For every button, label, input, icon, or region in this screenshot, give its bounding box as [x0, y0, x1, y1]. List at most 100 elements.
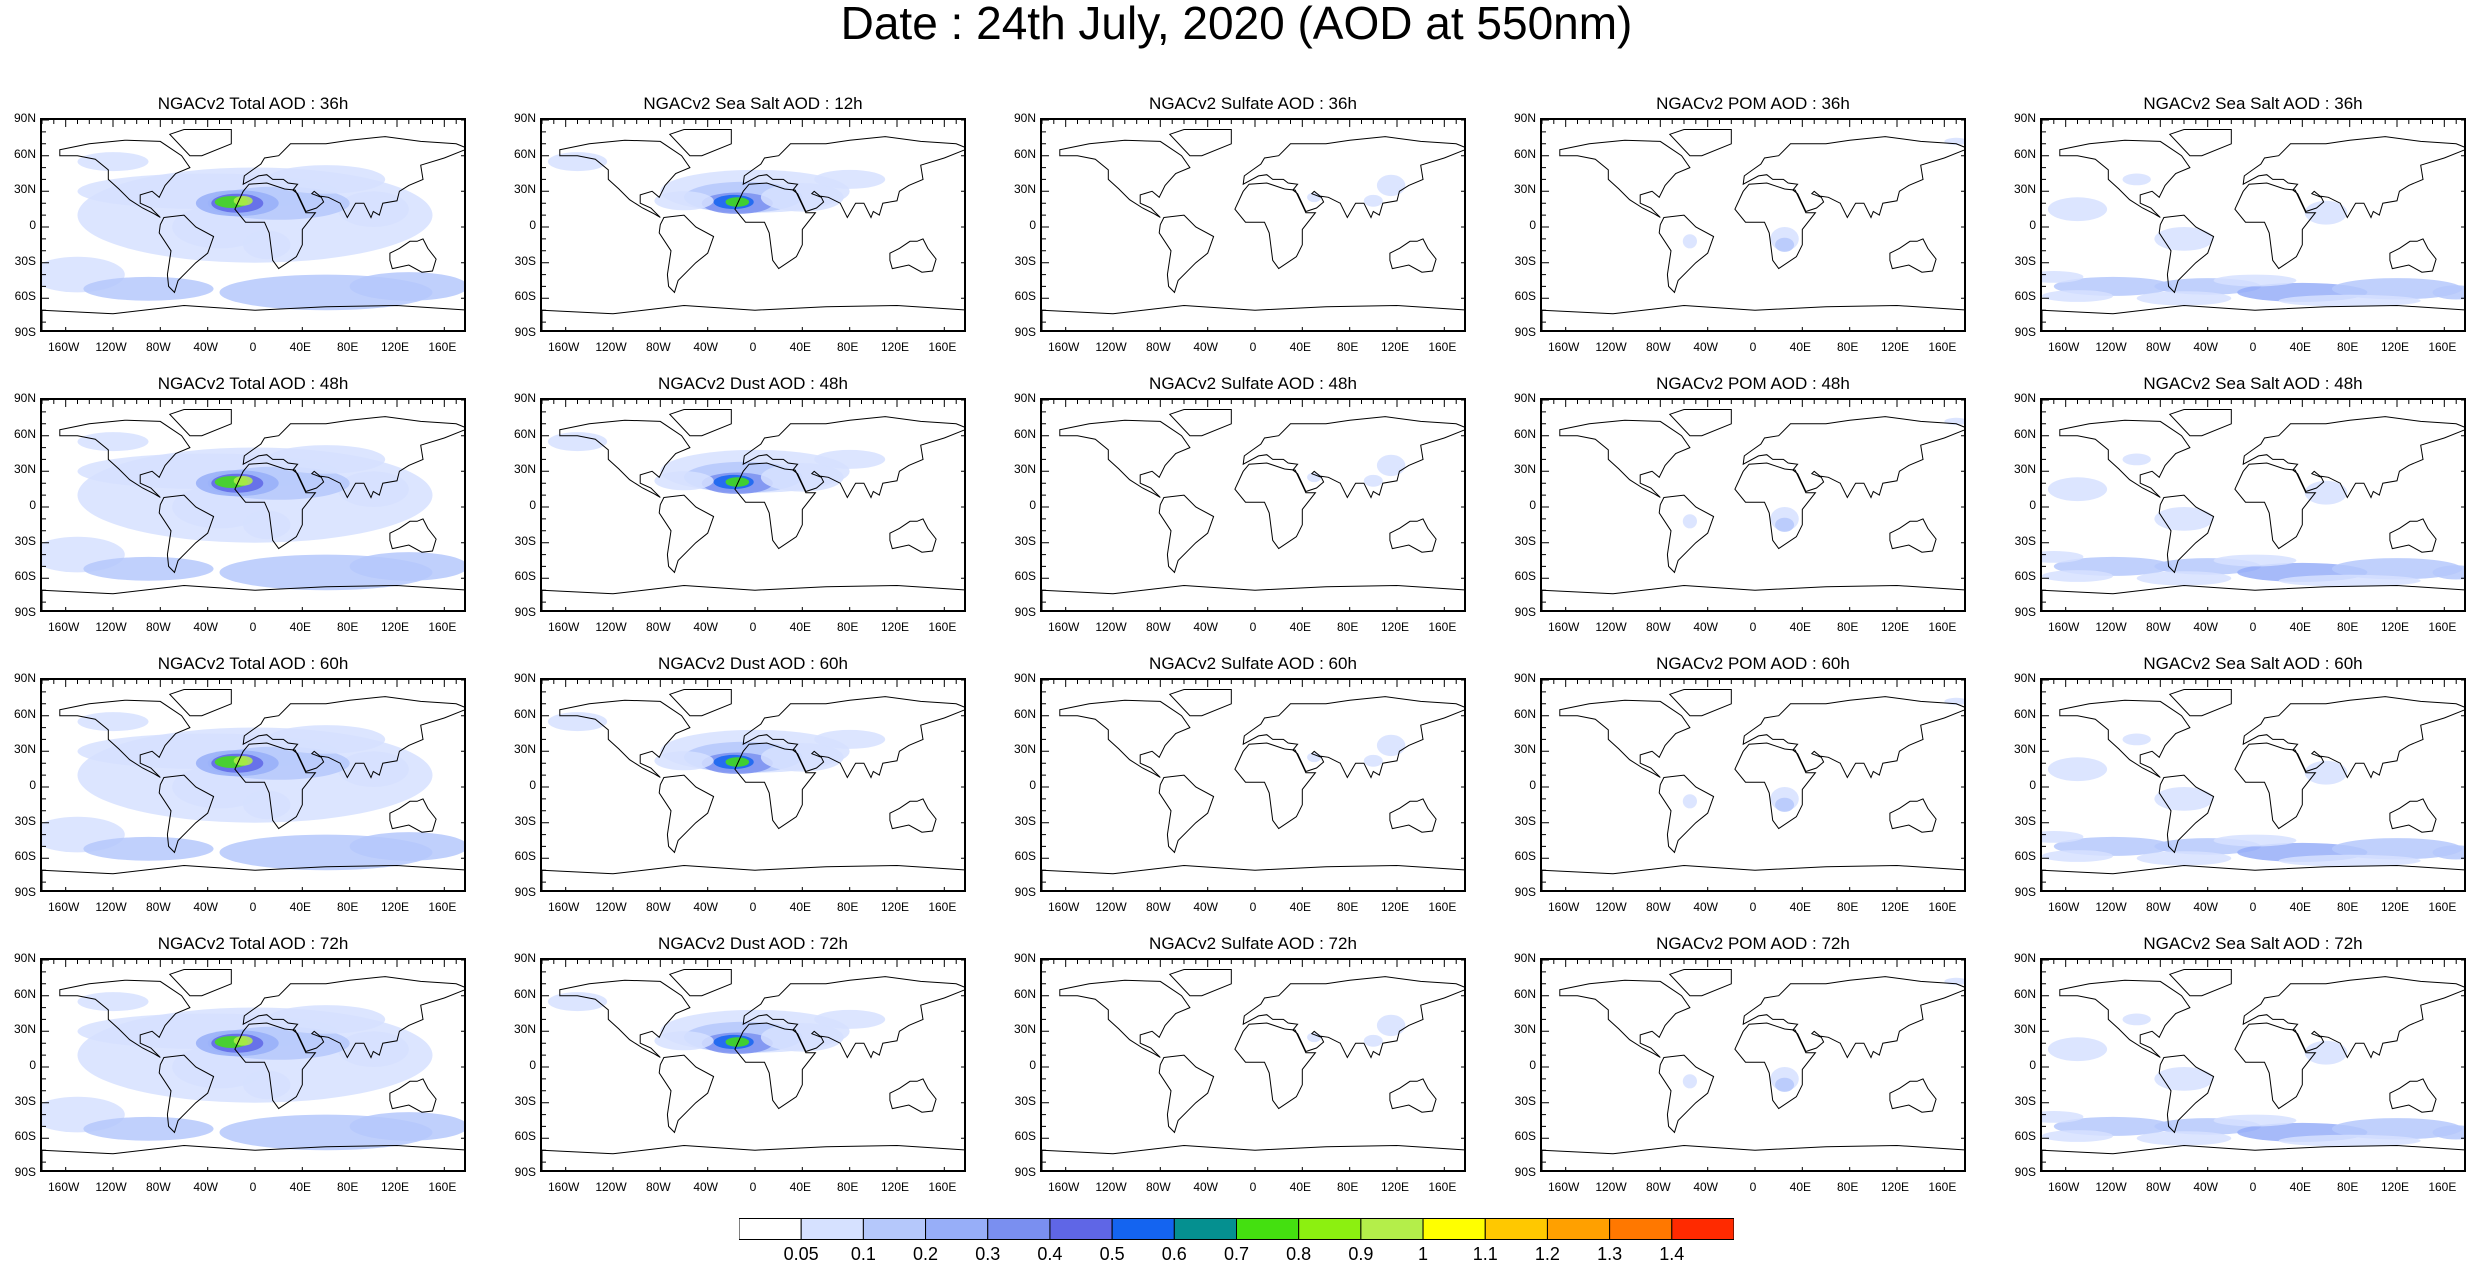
- lon-tick-label: 80W: [145, 620, 171, 634]
- coastline: [2042, 304, 2464, 330]
- aod-field-map: [1542, 120, 1964, 330]
- lon-tick-label: 40W: [1193, 1180, 1218, 1194]
- coastline: [2242, 136, 2464, 219]
- map-panel: [40, 678, 466, 892]
- lat-tick-label: 60N: [513, 986, 536, 1001]
- lon-tick-label: 120W: [95, 1180, 127, 1194]
- aod-contour: [233, 476, 253, 486]
- coastline: [1658, 494, 1715, 574]
- lat-tick-label: 60N: [2013, 706, 2036, 721]
- lon-tick-label: 40E: [2289, 900, 2311, 914]
- lon-tick-label: 40W: [1693, 620, 1718, 634]
- lon-tick-label: 80W: [145, 1180, 171, 1194]
- coastline: [2234, 742, 2317, 830]
- aod-contour: [2042, 850, 2113, 862]
- lat-tick-label: 30S: [14, 813, 36, 828]
- panel-title: NGACv2 POM AOD : 36h: [1656, 94, 1850, 113]
- aod-contour: [243, 510, 291, 540]
- coastline: [734, 1022, 817, 1110]
- lat-tick-label: 90N: [2013, 111, 2036, 125]
- lat-tick-label: 30S: [514, 253, 536, 268]
- lat-tick-label: 30S: [514, 1093, 536, 1108]
- aod-contour: [725, 477, 750, 487]
- lat-tick-label: 90S: [514, 1165, 536, 1179]
- lat-tick-label: 60N: [13, 146, 36, 161]
- tick-marks: [542, 960, 964, 1170]
- lat-tick-label: 60S: [1514, 289, 1536, 304]
- aod-contour: [2047, 757, 2108, 782]
- coastline: [242, 696, 464, 779]
- coastline: [2059, 699, 2191, 778]
- aod-contour: [2136, 1131, 2232, 1146]
- lon-tick-label: 120E: [2380, 1180, 2410, 1194]
- aod-contour: [2042, 570, 2113, 582]
- aod-contour: [1775, 517, 1795, 532]
- coastline: [1889, 238, 1937, 273]
- coastline: [59, 419, 191, 498]
- panel-title: NGACv2 Sulfate AOD : 36h: [1149, 94, 1357, 113]
- aod-contour: [2331, 558, 2463, 580]
- aod-contour: [2042, 831, 2084, 843]
- lon-tick-label: 120W: [595, 900, 627, 914]
- aod-contour: [760, 463, 844, 492]
- coastline: [2168, 409, 2232, 437]
- figure-title: Date : 24th July, 2020 (AOD at 550nm): [840, 0, 1633, 49]
- panel-title: NGACv2 POM AOD : 72h: [1656, 934, 1850, 953]
- aod-contour: [77, 432, 149, 452]
- lat-tick-label: 90S: [514, 605, 536, 619]
- coastline: [734, 462, 817, 550]
- lon-tick-label: 0: [249, 900, 257, 914]
- coastline: [1742, 416, 1964, 499]
- aod-contour: [243, 790, 291, 820]
- coastline: [42, 864, 464, 890]
- colorbar-swatch: [1484, 1218, 1548, 1240]
- tick-marks: [2042, 120, 2464, 330]
- panel-title: NGACv2 Total AOD : 36h: [157, 94, 349, 113]
- lat-tick-label: 60S: [1014, 849, 1036, 864]
- lon-tick-label: 40W: [193, 620, 218, 634]
- lon-tick-label: 80W: [1645, 620, 1671, 634]
- lat-tick-label: 30S: [1014, 813, 1036, 828]
- lat-tick-label: 30S: [1014, 533, 1036, 548]
- lon-tick-label: 160W: [2047, 340, 2080, 354]
- lat-tick-label: 60S: [514, 569, 536, 584]
- colorbar-label: 0.4: [1037, 1244, 1063, 1264]
- aod-contour: [266, 725, 386, 754]
- lon-tick-label: 0: [1749, 900, 1757, 914]
- aod-contour: [725, 197, 750, 207]
- coastline: [158, 214, 215, 294]
- aod-contour: [2304, 1040, 2348, 1065]
- lon-tick-label: 80W: [2145, 1180, 2171, 1194]
- lon-tick-label: 120E: [1380, 900, 1410, 914]
- coastline: [889, 238, 937, 273]
- lon-tick-label: 160W: [547, 340, 580, 354]
- lon-tick-label: 0: [249, 340, 257, 354]
- lon-tick-label: 160E: [928, 620, 957, 634]
- coastline: [742, 696, 964, 779]
- lon-tick-label: 120W: [1095, 900, 1127, 914]
- lon-tick-label: 160W: [1047, 620, 1080, 634]
- aod-contour: [2154, 1067, 2214, 1091]
- lat-tick-label: 90S: [1514, 325, 1536, 339]
- lon-tick-label: 160E: [1928, 620, 1957, 634]
- lat-tick-label: 30S: [1014, 1093, 1036, 1108]
- lon-tick-label: 0: [2249, 1180, 2257, 1194]
- coastline: [1168, 409, 1232, 437]
- lon-tick-label: 40W: [193, 900, 218, 914]
- panel-title: NGACv2 Sulfate AOD : 72h: [1149, 934, 1357, 953]
- lat-tick-label: 90N: [513, 671, 536, 685]
- lat-tick-label: 60S: [14, 569, 36, 584]
- lon-tick-label: 120W: [1095, 340, 1127, 354]
- colorbar-label: 0.8: [1286, 1244, 1312, 1264]
- lon-tick-label: 40W: [2193, 900, 2218, 914]
- lon-tick-label: 40E: [289, 900, 311, 914]
- map-panel: [40, 958, 466, 1172]
- lon-tick-label: 40E: [1289, 620, 1311, 634]
- map-panel: [540, 118, 966, 332]
- aod-field-map: [1042, 120, 1464, 330]
- lat-tick-label: 0: [529, 778, 536, 792]
- colorbar-swatch: [925, 1218, 989, 1240]
- lat-tick-label: 90S: [2014, 1165, 2036, 1179]
- coastline: [1658, 774, 1715, 854]
- lon-tick-label: 40W: [2193, 1180, 2218, 1194]
